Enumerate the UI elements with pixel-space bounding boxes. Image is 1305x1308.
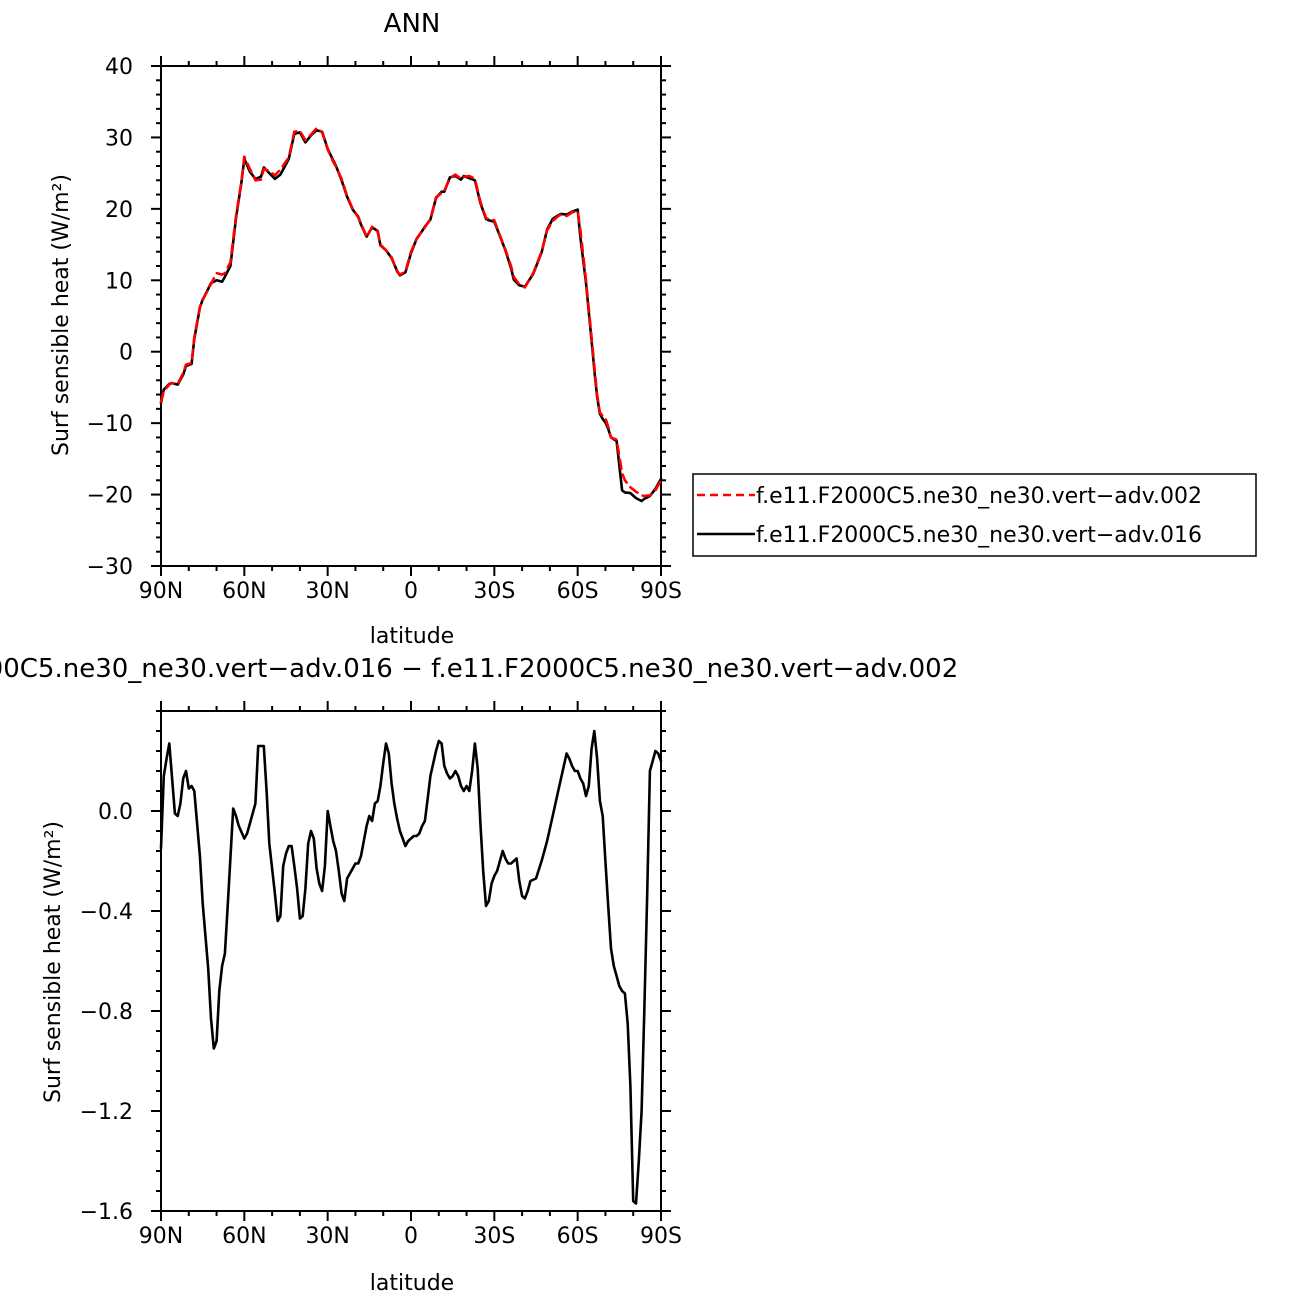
top-y-tick-label: 20 bbox=[105, 198, 133, 223]
bottom-x-tick-label: 90S bbox=[640, 1224, 682, 1249]
top-plot-frame bbox=[160, 65, 662, 567]
top-y-tick-label: 30 bbox=[105, 126, 133, 151]
bottom-y-tick-label: −0.8 bbox=[80, 1000, 133, 1025]
bottom-x-tick-label: 90N bbox=[139, 1224, 183, 1249]
top-panel: ANN latitude Surf sensible heat (W/m²) 9… bbox=[49, 9, 682, 649]
top-axes: 90N 60N 30N 0 30S 60S 90S −30 −20 −10 0 10 20 30 40 bbox=[87, 55, 682, 604]
bottom-x-tick-label: 60S bbox=[557, 1224, 599, 1249]
legend: f.e11.F2000C5.ne30_ne30.vert−adv.002 f.e… bbox=[692, 473, 1257, 557]
top-series-line-1 bbox=[159, 129, 663, 503]
top-y-tick-label: 0 bbox=[119, 341, 133, 366]
top-series-group bbox=[159, 126, 663, 503]
top-x-axis-label: latitude bbox=[370, 624, 454, 649]
top-series-line-0 bbox=[159, 126, 663, 498]
top-x-tick-label: 90N bbox=[139, 579, 183, 604]
top-x-tick-label: 60S bbox=[557, 579, 599, 604]
legend-box bbox=[692, 473, 1257, 557]
bottom-y-tick-label: −1.6 bbox=[80, 1200, 133, 1225]
bottom-series-group bbox=[159, 729, 663, 1205]
top-y-tick-label: −20 bbox=[87, 484, 133, 509]
top-x-tick-label: 0 bbox=[404, 579, 418, 604]
top-y-tick-label: 40 bbox=[105, 55, 133, 80]
bottom-chart-title: f.e11.F2000C5.ne30_ne30.vert−adv.016 − f… bbox=[0, 654, 958, 684]
top-x-tick-label: 30S bbox=[473, 579, 515, 604]
bottom-series-line-0 bbox=[159, 729, 663, 1205]
top-chart-title: ANN bbox=[384, 9, 441, 39]
top-y-tick-label: −30 bbox=[87, 555, 133, 580]
bottom-x-tick-label: 60N bbox=[222, 1224, 266, 1249]
top-x-tick-label: 30N bbox=[305, 579, 349, 604]
bottom-x-tick-label: 30N bbox=[305, 1224, 349, 1249]
bottom-panel: f.e11.F2000C5.ne30_ne30.vert−adv.016 − f… bbox=[0, 654, 958, 1296]
bottom-y-tick-label: −1.2 bbox=[80, 1100, 133, 1125]
bottom-x-tick-label: 30S bbox=[473, 1224, 515, 1249]
top-x-tick-label: 60N bbox=[222, 579, 266, 604]
top-x-tick-label: 90S bbox=[640, 579, 682, 604]
bottom-x-axis-label: latitude bbox=[370, 1271, 454, 1296]
bottom-axes: 90N 60N 30N 0 30S 60S 90S −1.6 −1.2 −0.8 −0.4 0.0 bbox=[80, 701, 682, 1249]
top-y-tick-label: 10 bbox=[105, 269, 133, 294]
bottom-y-tick-label: −0.4 bbox=[80, 900, 133, 925]
bottom-y-axis-label: Surf sensible heat (W/m²) bbox=[41, 821, 66, 1103]
bottom-x-tick-label: 0 bbox=[404, 1224, 418, 1249]
bottom-plot-frame bbox=[160, 710, 662, 1212]
top-y-tick-label: −10 bbox=[87, 412, 133, 437]
legend-label-016: f.e11.F2000C5.ne30_ne30.vert−adv.016 bbox=[756, 523, 1202, 548]
bottom-y-tick-label: 0.0 bbox=[98, 800, 133, 825]
top-y-axis-label: Surf sensible heat (W/m²) bbox=[49, 174, 74, 456]
legend-label-002: f.e11.F2000C5.ne30_ne30.vert−adv.002 bbox=[756, 484, 1202, 509]
